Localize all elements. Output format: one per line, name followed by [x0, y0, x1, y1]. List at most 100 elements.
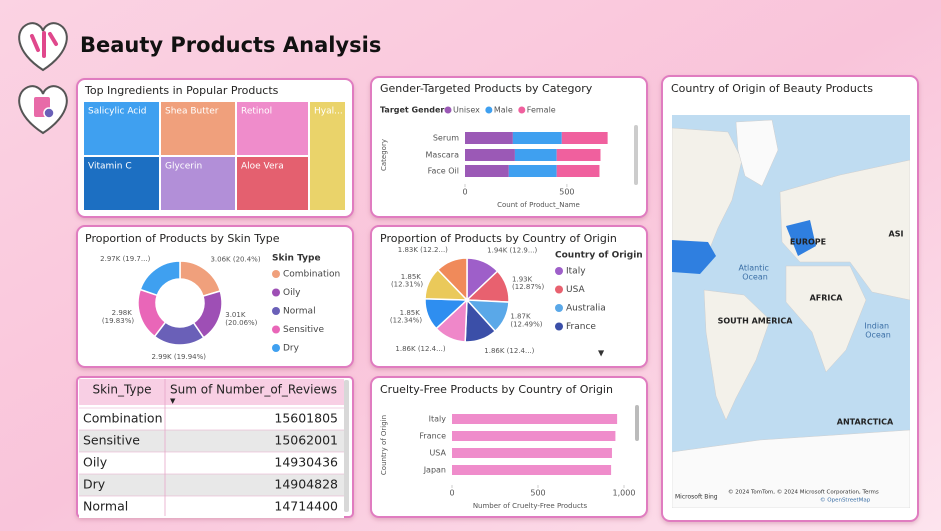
- label-line: (12.31%): [391, 280, 423, 288]
- scrollbar[interactable]: [634, 125, 638, 185]
- table-cell: Oily: [83, 455, 108, 470]
- donut-slice: [139, 260, 181, 297]
- label-line: 1.85K: [401, 273, 423, 281]
- y-axis-label: Country of Origin: [380, 415, 388, 475]
- column-header: Sum of Number_of_Reviews: [170, 383, 337, 397]
- legend-label: Unisex: [453, 106, 480, 115]
- chart-title: Proportion of Products by Skin Type: [85, 232, 280, 245]
- treemap-tile: [161, 102, 235, 155]
- nav-button[interactable]: [18, 85, 68, 135]
- map: [672, 115, 910, 508]
- y-tick-label: Italy: [429, 415, 447, 424]
- scrollbar[interactable]: [635, 405, 639, 441]
- scrollbar[interactable]: [344, 380, 349, 512]
- label-line: Atlantic: [739, 263, 772, 272]
- legend-label: France: [566, 322, 596, 332]
- legend-label: Australia: [566, 304, 606, 314]
- label-line: 1.93K: [512, 276, 534, 284]
- data-label: 3.01K (20.06%): [225, 311, 257, 327]
- table-row: [79, 474, 344, 496]
- data-label: 1.94K (12.9...): [487, 246, 537, 254]
- bar-segment: [465, 132, 513, 144]
- map-label: ASI: [889, 230, 904, 239]
- legend-label: Male: [494, 106, 513, 115]
- label-line: (12.87%): [512, 283, 544, 291]
- data-label: 1.85K (12.31%): [391, 273, 423, 289]
- bar: [452, 465, 612, 475]
- tile-label: Aloe Vera: [241, 162, 284, 172]
- legend-label: Oily: [283, 288, 301, 298]
- tile-label: Glycerin: [165, 162, 202, 172]
- table-cell: Normal: [83, 499, 128, 514]
- label-line: (12.49%): [510, 320, 542, 328]
- table-cell: 14930436: [274, 455, 338, 470]
- chart-title: Cruelty-Free Products by Country of Orig…: [380, 383, 613, 396]
- y-tick-label: Serum: [433, 134, 459, 143]
- tile-label: Salicylic Acid: [88, 107, 146, 117]
- bar-segment: [556, 149, 601, 161]
- legend-marker: [272, 270, 280, 278]
- y-axis-label: Category: [380, 139, 388, 171]
- legend-label: Normal: [283, 307, 316, 317]
- treemap-tile: [237, 102, 308, 155]
- gender-panel: [370, 76, 648, 218]
- label-line: (20.06%): [225, 319, 257, 327]
- table-row: [79, 430, 344, 452]
- bar-segment: [465, 165, 509, 177]
- map-title: Country of Origin of Beauty Products: [671, 82, 873, 95]
- tile-label: Retinol: [241, 107, 272, 117]
- treemap-tile: [161, 157, 235, 210]
- treemap-tile: [310, 102, 345, 210]
- table-cell: 14904828: [274, 477, 338, 492]
- legend-marker: [555, 285, 563, 294]
- legend-title: Skin Type: [272, 254, 321, 264]
- page-title: Beauty Products Analysis: [80, 33, 381, 57]
- table-cell: 15062001: [274, 433, 338, 448]
- table-cell: Dry: [83, 477, 106, 492]
- table-cell: 14714400: [274, 499, 338, 514]
- bar-segment: [512, 132, 562, 144]
- table-cell: Sensitive: [83, 433, 140, 448]
- label-line: Indian: [864, 321, 891, 330]
- x-tick-label: 500: [530, 489, 545, 498]
- table-cell: Combination: [83, 411, 163, 426]
- legend-marker: [272, 325, 280, 334]
- legend-label: Female: [527, 106, 556, 115]
- data-label: 2.97K (19.7...): [100, 255, 150, 263]
- table-header: [79, 379, 344, 405]
- data-label: 1.85K (12.34%): [390, 309, 422, 325]
- map-attribution: © 2024 TomTom, © 2024 Microsoft Corporat…: [728, 489, 879, 496]
- treemap-title: Top Ingredients in Popular Products: [84, 84, 279, 97]
- bar-segment: [561, 132, 608, 144]
- label-line: Ocean: [865, 330, 891, 339]
- y-tick-label: Japan: [423, 466, 446, 475]
- map-label: Atlantic Ocean: [739, 263, 772, 281]
- legend-marker: [272, 288, 280, 297]
- map-label: EUROPE: [790, 238, 826, 247]
- bar-segment: [514, 149, 557, 161]
- table-row: [79, 408, 344, 430]
- label-line: Ocean: [742, 272, 768, 281]
- map-brand: Microsoft Bing: [675, 494, 718, 501]
- legend-marker: [485, 106, 493, 114]
- tile-label: Vitamin C: [88, 162, 132, 172]
- map-label: AFRICA: [810, 294, 844, 303]
- column-header: Skin_Type: [92, 383, 151, 397]
- legend-marker: [555, 267, 563, 275]
- legend-label: USA: [566, 285, 585, 295]
- tile-label: Hyal...: [314, 107, 343, 117]
- data-label: 2.98K (19.83%): [102, 309, 134, 325]
- label-line: 1.85K: [400, 309, 422, 317]
- pie-slice: [436, 257, 468, 302]
- x-axis-label: Count of Product_Name: [497, 201, 580, 209]
- data-label: 1.87K (12.49%): [510, 313, 542, 329]
- label-line: 1.87K: [510, 313, 532, 321]
- data-label: 1.93K (12.87%): [512, 276, 544, 292]
- treemap-tile: [237, 157, 308, 210]
- table-row: [79, 452, 344, 474]
- label-line: 3.01K: [225, 311, 247, 319]
- sort-icon: ▼: [170, 397, 176, 405]
- legend-marker: [444, 106, 452, 114]
- y-tick-label: Face Oil: [428, 167, 459, 176]
- legend-more[interactable]: ▼: [598, 349, 605, 358]
